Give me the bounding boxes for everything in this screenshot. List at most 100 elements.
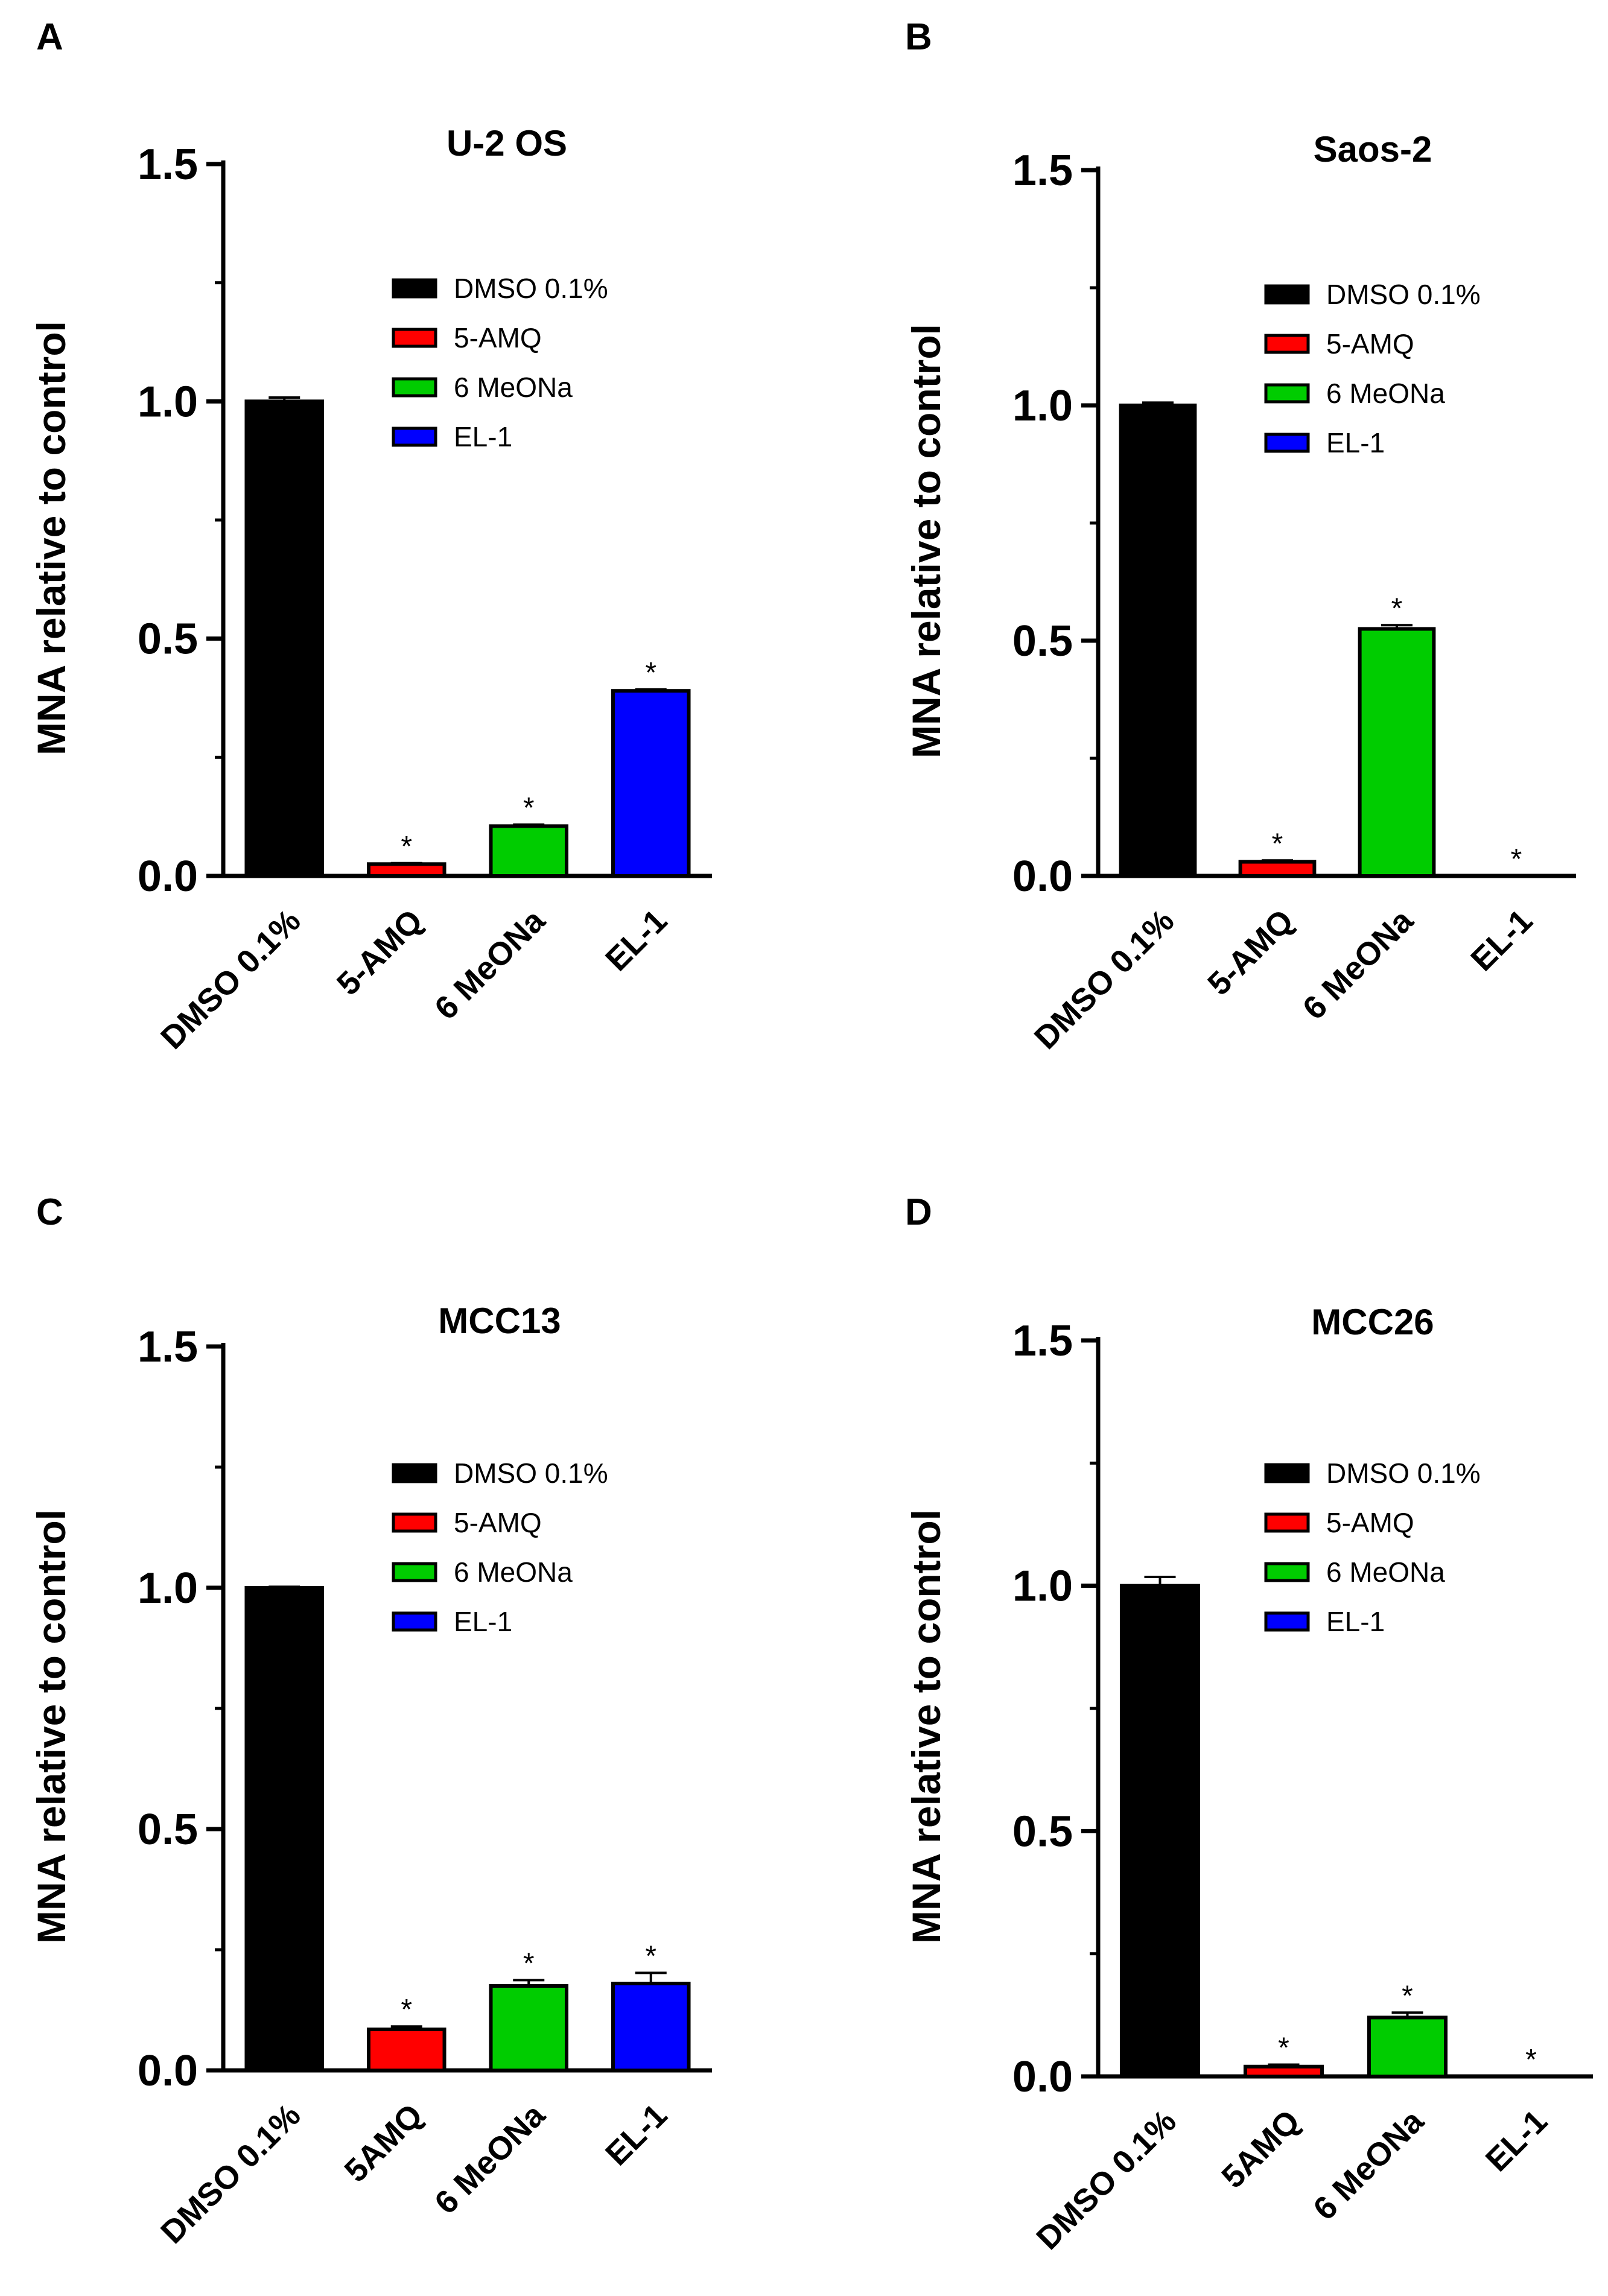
significance-star: * (1402, 1980, 1413, 2012)
y-tick-label: 1.5 (138, 1323, 198, 1371)
x-tick-label: DMSO 0.1% (154, 2097, 308, 2251)
panel-c: C MCC13 MNA relative to control 0.0 0.5 1.0 1.… (29, 1191, 712, 2251)
significance-star: * (645, 657, 656, 689)
legend-entry: DMSO 0.1% (1326, 1457, 1481, 1489)
legend: DMSO 0.1% 5-AMQ 6 MeONa EL-1 (392, 1457, 608, 1637)
y-axis-label: MNA relative to control (29, 1509, 74, 1944)
y-tick-label: 1.0 (138, 378, 198, 426)
y-tick-label: 1.0 (1012, 1562, 1073, 1611)
legend-entry: 5-AMQ (1326, 1507, 1414, 1538)
legend-entry: 5-AMQ (454, 1507, 542, 1538)
legend-entry: DMSO 0.1% (454, 273, 608, 304)
legend-swatch (1264, 433, 1310, 453)
x-tick-label: 5-AMQ (330, 902, 430, 1002)
panel-letter: B (905, 16, 932, 58)
bar-6-meona (489, 1984, 569, 2072)
legend-entry: EL-1 (1326, 1606, 1385, 1637)
panel-letter: A (36, 16, 63, 58)
legend-swatch (392, 1463, 437, 1483)
bar-5-amq (1238, 860, 1317, 878)
y-tick-label: 1.0 (138, 1564, 198, 1613)
significance-star: * (1278, 2032, 1289, 2064)
legend-entry: 6 MeONa (454, 1556, 573, 1588)
y-tick-label: 1.0 (1012, 382, 1073, 430)
legend-swatch (392, 377, 437, 398)
significance-star: * (401, 1994, 412, 2026)
legend-swatch (1264, 1463, 1310, 1483)
y-tick-label: 0.5 (138, 1806, 198, 1854)
x-tick-label: DMSO 0.1% (1029, 2103, 1183, 2257)
y-tick-label: 0.0 (138, 2047, 198, 2095)
x-tick-label: 6 MeONa (1296, 902, 1421, 1027)
bar-5-amq (366, 862, 446, 878)
legend-entry: 6 MeONa (1326, 378, 1445, 409)
legend-entry: EL-1 (454, 1606, 512, 1637)
bar-5-amq (366, 2028, 446, 2072)
significance-star: * (1272, 828, 1283, 860)
y-tick-label: 0.5 (1012, 617, 1073, 665)
legend-swatch (392, 278, 437, 299)
x-tick-label: 5AMQ (1215, 2103, 1307, 2195)
legend-swatch (392, 1562, 437, 1582)
significance-star: * (523, 1947, 535, 1979)
bar-el-1 (611, 1982, 691, 2072)
legend: DMSO 0.1% 5-AMQ 6 MeONa EL-1 (392, 273, 608, 452)
y-tick-label: 0.0 (1012, 852, 1073, 901)
y-tick-label: 1.5 (1012, 1317, 1073, 1365)
bar-dmso-0-1- (244, 399, 325, 878)
bar-6-meona (1367, 2015, 1448, 2078)
significance-star: * (1511, 843, 1522, 875)
legend-swatch (392, 427, 437, 447)
legend-swatch (1264, 284, 1310, 305)
bar-dmso-0-1- (244, 1586, 325, 2072)
y-tick-label: 1.5 (138, 141, 198, 189)
legend-entry: DMSO 0.1% (454, 1457, 608, 1489)
legend-swatch (1264, 383, 1310, 404)
y-axis-label: MNA relative to control (904, 324, 949, 758)
panel-d: D MCC26 MNA relative to control 0.0 0.5 1.0 1.… (904, 1191, 1593, 2257)
bar-el-1 (611, 689, 691, 878)
legend-swatch (392, 1611, 437, 1632)
bar-5-amq (1243, 2064, 1324, 2079)
legend-swatch (1264, 1562, 1310, 1582)
bar-dmso-0-1- (1119, 1584, 1201, 2079)
x-tick-label: DMSO 0.1% (1028, 902, 1181, 1056)
x-tick-label: EL-1 (1464, 902, 1539, 978)
y-tick-label: 0.0 (138, 852, 198, 901)
significance-star: * (1525, 2044, 1537, 2076)
chart-title: U-2 OS (446, 123, 567, 163)
legend-swatch (1264, 334, 1310, 354)
x-tick-label: EL-1 (599, 2097, 674, 2172)
y-tick-label: 0.5 (1012, 1807, 1073, 1856)
legend-swatch (392, 1512, 437, 1533)
legend-entry: 5-AMQ (454, 322, 542, 354)
panel-letter: D (905, 1191, 932, 1233)
legend-entry: 5-AMQ (1326, 328, 1414, 360)
legend-entry: DMSO 0.1% (1326, 279, 1481, 310)
legend-swatch (392, 328, 437, 348)
x-tick-label: EL-1 (599, 902, 674, 978)
panel-a: A U-2 OS MNA relative to control 0.0 0.5 1.0 1… (29, 16, 712, 1056)
y-tick-label: 0.0 (1012, 2053, 1073, 2101)
chart-title: MCC26 (1311, 1302, 1434, 1342)
panel-b: B Saos-2 MNA relative to control 0.0 0.5 1.0 1… (904, 16, 1576, 1056)
significance-star: * (1391, 592, 1403, 624)
legend-entry: EL-1 (454, 421, 512, 452)
bar-dmso-0-1- (1119, 404, 1197, 878)
legend-entry: EL-1 (1326, 427, 1385, 458)
legend-swatch (1264, 1512, 1310, 1533)
y-axis-label: MNA relative to control (904, 1509, 949, 1944)
y-tick-label: 1.5 (1012, 147, 1073, 195)
panel-letter: C (36, 1191, 63, 1233)
bar-6-meona (489, 824, 569, 878)
x-tick-label: EL-1 (1479, 2103, 1554, 2178)
chart-title: Saos-2 (1314, 129, 1432, 170)
x-tick-label: 5-AMQ (1201, 902, 1300, 1002)
significance-star: * (645, 1940, 656, 1972)
legend: DMSO 0.1% 5-AMQ 6 MeONa EL-1 (1264, 1457, 1481, 1637)
y-tick-label: 0.5 (138, 615, 198, 664)
legend-entry: 6 MeONa (454, 372, 573, 403)
x-tick-label: 6 MeONa (1306, 2102, 1431, 2227)
x-tick-label: DMSO 0.1% (154, 902, 308, 1056)
